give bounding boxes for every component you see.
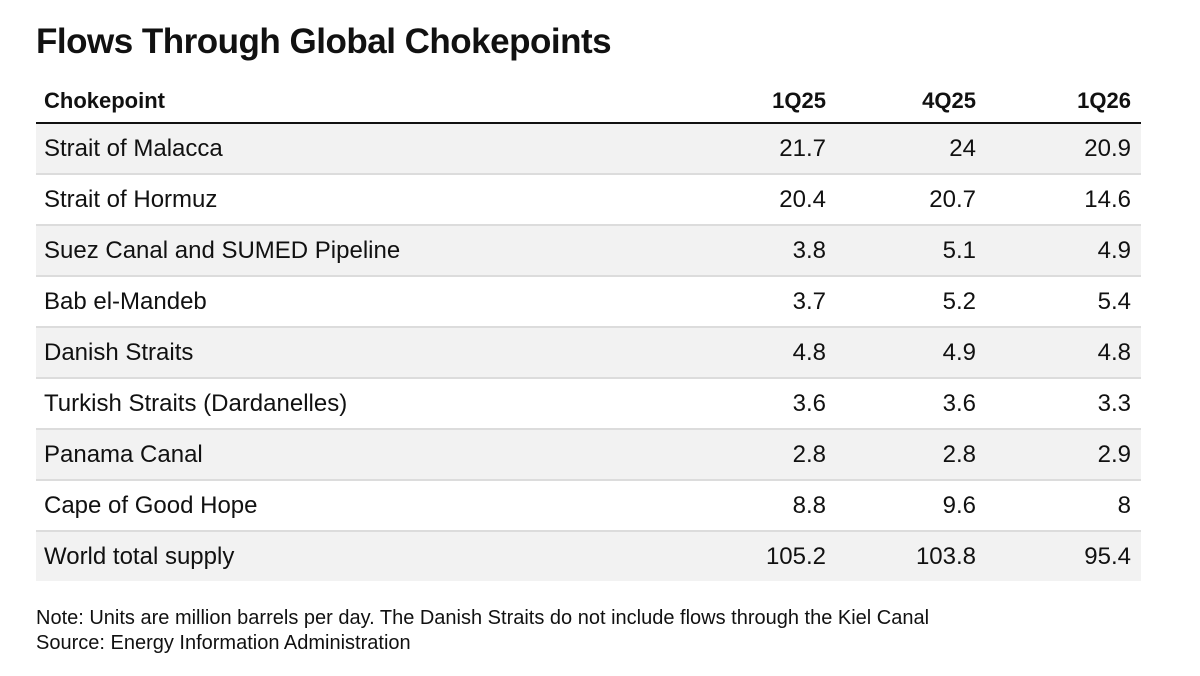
table-row: Bab el-Mandeb 3.7 5.2 5.4 <box>36 276 1141 328</box>
cell-chokepoint-name: Turkish Straits (Dardanelles) <box>36 378 686 430</box>
cell-value-1q25: 4.8 <box>686 327 836 379</box>
cell-value-1q26: 3.3 <box>986 378 1141 430</box>
cell-value-1q25: 2.8 <box>686 429 836 481</box>
cell-value-4q25: 24 <box>836 123 986 175</box>
cell-value-4q25: 9.6 <box>836 480 986 532</box>
chart-footnotes: Note: Units are million barrels per day.… <box>36 606 929 656</box>
cell-value-1q25: 20.4 <box>686 174 836 226</box>
cell-value-4q25: 2.8 <box>836 429 986 481</box>
cell-value-1q26: 8 <box>986 480 1141 532</box>
table-row: Turkish Straits (Dardanelles) 3.6 3.6 3.3 <box>36 378 1141 430</box>
cell-value-1q25: 3.6 <box>686 378 836 430</box>
cell-chokepoint-name: Suez Canal and SUMED Pipeline <box>36 225 686 277</box>
table-row: Danish Straits 4.8 4.9 4.8 <box>36 327 1141 379</box>
chart-source: Source: Energy Information Administratio… <box>36 632 411 654</box>
chokepoint-table: Chokepoint 1Q25 4Q25 1Q26 Strait of Mala… <box>36 80 1141 581</box>
cell-value-1q25: 21.7 <box>686 123 836 175</box>
cell-chokepoint-name: Bab el-Mandeb <box>36 276 686 328</box>
cell-chokepoint-name: Cape of Good Hope <box>36 480 686 532</box>
table-row: Strait of Malacca 21.7 24 20.9 <box>36 123 1141 175</box>
column-header-1q26: 1Q26 <box>986 80 1141 124</box>
cell-value-1q26: 4.8 <box>986 327 1141 379</box>
table-row: Panama Canal 2.8 2.8 2.9 <box>36 429 1141 481</box>
table-row: Suez Canal and SUMED Pipeline 3.8 5.1 4.9 <box>36 225 1141 277</box>
cell-chokepoint-name: Strait of Malacca <box>36 123 686 175</box>
table-body: Strait of Malacca 21.7 24 20.9 Strait of Hor… <box>36 123 1141 581</box>
chart-note: Note: Units are million barrels per day.… <box>36 607 930 629</box>
cell-value-4q25: 20.7 <box>836 174 986 226</box>
cell-value-4q25: 3.6 <box>836 378 986 430</box>
chart-title: Flows Through Global Chokepoints <box>36 22 612 61</box>
cell-value-4q25: 5.2 <box>836 276 986 328</box>
cell-value-1q25: 8.8 <box>686 480 836 532</box>
table-header-row: Chokepoint 1Q25 4Q25 1Q26 <box>36 80 1141 124</box>
column-header-4q25: 4Q25 <box>836 80 986 124</box>
cell-chokepoint-name: World total supply <box>36 531 686 581</box>
cell-value-1q26: 2.9 <box>986 429 1141 481</box>
cell-value-4q25: 4.9 <box>836 327 986 379</box>
cell-chokepoint-name: Strait of Hormuz <box>36 174 686 226</box>
cell-value-1q26: 20.9 <box>986 123 1141 175</box>
table-row: Strait of Hormuz 20.4 20.7 14.6 <box>36 174 1141 226</box>
cell-value-1q25: 3.8 <box>686 225 836 277</box>
table-row: Cape of Good Hope 8.8 9.6 8 <box>36 480 1141 532</box>
cell-value-1q26: 95.4 <box>986 531 1141 581</box>
cell-value-1q26: 4.9 <box>986 225 1141 277</box>
cell-value-1q26: 14.6 <box>986 174 1141 226</box>
column-header-1q25: 1Q25 <box>686 80 836 124</box>
cell-value-1q25: 105.2 <box>686 531 836 581</box>
column-header-chokepoint: Chokepoint <box>36 80 686 124</box>
cell-value-4q25: 5.1 <box>836 225 986 277</box>
table-row: World total supply 105.2 103.8 95.4 <box>36 531 1141 581</box>
cell-value-4q25: 103.8 <box>836 531 986 581</box>
cell-chokepoint-name: Panama Canal <box>36 429 686 481</box>
cell-value-1q26: 5.4 <box>986 276 1141 328</box>
cell-value-1q25: 3.7 <box>686 276 836 328</box>
cell-chokepoint-name: Danish Straits <box>36 327 686 379</box>
